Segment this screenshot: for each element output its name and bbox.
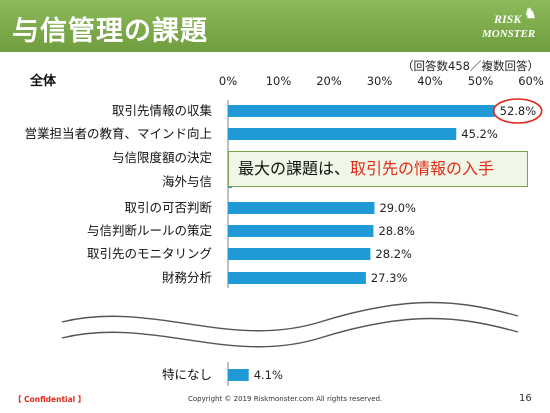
value-label: 45.2% bbox=[461, 127, 498, 141]
slide-title: 与信管理の課題 bbox=[12, 16, 208, 47]
respondent-note: （回答数458／複数回答） bbox=[402, 59, 539, 73]
value-label: 29.0% bbox=[379, 201, 416, 215]
callout-highlight: 取引先の情報の入手 bbox=[350, 159, 495, 178]
bar bbox=[228, 128, 457, 140]
value-label: 28.2% bbox=[375, 247, 412, 261]
monster-mark-icon: ♞ bbox=[524, 7, 537, 22]
riskmonster-logo: RISK MONSTER ♞ bbox=[478, 6, 544, 48]
x-tick-label: 10% bbox=[266, 74, 292, 88]
bar bbox=[228, 272, 366, 284]
category-label: 取引先のモニタリング bbox=[87, 246, 212, 261]
x-tick-label: 60% bbox=[518, 74, 544, 88]
category-label: 海外与信 bbox=[162, 174, 212, 189]
value-label: 28.8% bbox=[378, 224, 415, 238]
value-label: 27.3% bbox=[371, 271, 408, 285]
copyright-text: Copyright © 2019 Riskmonster.com All rig… bbox=[188, 395, 383, 403]
category-label: 与信限度額の決定 bbox=[112, 150, 212, 165]
value-label: 52.8% bbox=[500, 104, 537, 118]
highlight-circle bbox=[492, 98, 543, 124]
category-label: 営業担当者の教育、マインド向上 bbox=[24, 126, 212, 141]
confidential-label: 【 Confidential 】 bbox=[14, 395, 86, 404]
page-number: 16 bbox=[519, 393, 532, 404]
value-label: 4.1% bbox=[254, 368, 283, 382]
category-label: 取引先情報の収集 bbox=[112, 103, 213, 118]
x-tick-label: 50% bbox=[468, 74, 494, 88]
axis-break-line bbox=[61, 301, 519, 332]
bar bbox=[228, 369, 249, 381]
bar bbox=[228, 105, 495, 117]
category-label: 特になし bbox=[162, 367, 212, 382]
bar bbox=[228, 202, 375, 214]
x-tick-label: 20% bbox=[316, 74, 342, 88]
axis-break-line bbox=[61, 317, 519, 348]
x-tick-label: 30% bbox=[367, 74, 393, 88]
x-tick-label: 40% bbox=[417, 74, 443, 88]
group-label: 全体 bbox=[29, 73, 57, 89]
bar bbox=[228, 225, 374, 237]
category-label: 与信判断ルールの策定 bbox=[87, 223, 212, 238]
logo-text-line1: RISK bbox=[494, 12, 522, 26]
slide-header: 与信管理の課題 RISK MONSTER ♞ bbox=[0, 0, 550, 52]
category-label: 財務分析 bbox=[162, 270, 212, 285]
x-tick-label: 0% bbox=[219, 74, 237, 88]
callout-prefix: 最大の課題は、 bbox=[238, 159, 351, 178]
category-label: 取引の可否判断 bbox=[124, 200, 212, 215]
bar bbox=[228, 248, 371, 260]
key-finding-callout: 最大の課題は、取引先の情報の入手 bbox=[228, 151, 528, 187]
logo-text-line2: MONSTER bbox=[482, 28, 536, 40]
